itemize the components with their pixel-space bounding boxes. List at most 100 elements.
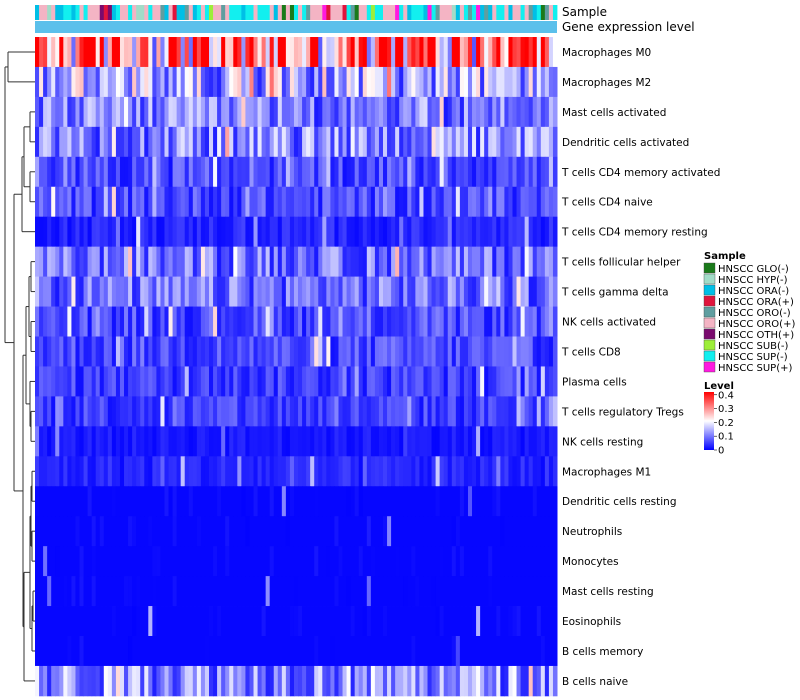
heatmap-cell: [111, 665, 117, 697]
heatmap-cell: [362, 186, 368, 218]
heatmap-cell: [269, 156, 275, 188]
heatmap-cell: [71, 216, 76, 248]
heatmap-cell: [524, 576, 530, 607]
heatmap-cell: [128, 336, 133, 367]
heatmap-cell: [233, 336, 238, 367]
heatmap-cell: [176, 665, 182, 697]
heatmap-cell: [472, 456, 477, 487]
heatmap-cell: [374, 276, 380, 307]
heatmap-cell: [196, 126, 202, 158]
heatmap-cell: [467, 486, 473, 517]
heatmap-cell: [544, 636, 550, 667]
heatmap-cell: [269, 546, 275, 577]
heatmap-cell: [261, 636, 267, 667]
heatmap-cell: [391, 336, 396, 367]
heatmap-cell: [35, 606, 40, 637]
heatmap-cell: [39, 516, 44, 547]
heatmap-cell: [253, 66, 259, 98]
heatmap-cell: [443, 516, 449, 547]
heatmap-cell: [411, 216, 416, 248]
heatmap-cell: [156, 366, 161, 397]
heatmap-cell: [326, 156, 331, 188]
heatmap-cell: [387, 66, 392, 98]
heatmap-cell: [524, 636, 530, 667]
heatmap-cell: [467, 456, 473, 487]
heatmap-cell: [544, 665, 550, 697]
heatmap-cell: [338, 126, 344, 158]
heatmap-cell: [492, 246, 497, 277]
sample-annotation-cell: [532, 5, 538, 20]
heatmap-cell: [548, 246, 554, 277]
sample-annotation-cell: [455, 5, 461, 20]
heatmap-cell: [524, 516, 530, 547]
heatmap-cell: [124, 606, 129, 637]
heatmap-cell: [435, 126, 441, 158]
heatmap-cell: [492, 336, 497, 367]
heatmap-cell: [241, 156, 246, 188]
heatmap-cell: [237, 126, 242, 158]
sample-annotation-cell: [204, 5, 210, 20]
heatmap-cell: [99, 216, 105, 248]
heatmap-cell: [399, 546, 404, 577]
heatmap-cell: [107, 426, 113, 457]
heatmap-cell: [383, 216, 388, 248]
heatmap-cell: [548, 156, 554, 188]
heatmap-cell: [277, 336, 283, 367]
sample-annotation-cell: [395, 5, 400, 20]
heatmap-cell: [512, 516, 518, 547]
heatmap-cell: [160, 606, 165, 637]
heatmap-cell: [500, 126, 505, 158]
heatmap-cell: [391, 636, 396, 667]
heatmap-cell: [213, 66, 218, 98]
heatmap-cell: [512, 126, 518, 158]
heatmap-cell: [176, 336, 182, 367]
heatmap-cell: [548, 636, 554, 667]
heatmap-cell: [439, 606, 445, 637]
heatmap-cell: [395, 186, 400, 218]
heatmap-cell: [488, 126, 493, 158]
heatmap-cell: [516, 96, 522, 128]
heatmap-cell: [480, 606, 485, 637]
heatmap-cell: [467, 636, 473, 667]
heatmap-cell: [132, 126, 137, 158]
heatmap-cell: [188, 636, 194, 667]
heatmap-cell: [439, 486, 445, 517]
heatmap-cell: [463, 156, 469, 188]
heatmap-cell: [342, 606, 348, 637]
heatmap-cell: [184, 66, 190, 98]
heatmap-cell: [245, 576, 250, 607]
heatmap-cell: [188, 665, 194, 697]
heatmap-cell: [184, 37, 190, 68]
heatmap-cell: [504, 126, 509, 158]
heatmap-cell: [399, 306, 404, 337]
heatmap-cell: [338, 546, 344, 577]
heatmap-cell: [241, 456, 246, 487]
heatmap-cell: [261, 156, 267, 188]
heatmap-cell: [378, 366, 384, 397]
heatmap-cell: [35, 276, 40, 307]
heatmap-cell: [387, 396, 392, 427]
heatmap-cell: [548, 366, 554, 397]
heatmap-cell: [245, 366, 250, 397]
heatmap-cell: [119, 546, 125, 577]
heatmap-cell: [451, 546, 457, 577]
heatmap-cell: [310, 126, 315, 158]
heatmap-cell: [289, 66, 295, 98]
row-label: T cells CD4 memory resting: [561, 227, 708, 239]
heatmap-cell: [132, 336, 137, 367]
heatmap-cell: [362, 246, 368, 277]
heatmap-cell: [407, 336, 412, 367]
heatmap-cell: [168, 486, 174, 517]
heatmap-cell: [472, 276, 477, 307]
heatmap-cell: [318, 486, 323, 517]
heatmap-cell: [387, 186, 392, 218]
heatmap-cell: [492, 156, 497, 188]
heatmap-cell: [59, 336, 64, 367]
heatmap-cell: [407, 276, 412, 307]
heatmap-cell: [261, 606, 267, 637]
heatmap-cell: [532, 396, 538, 427]
heatmap-cell: [350, 37, 356, 68]
heatmap-cell: [532, 516, 538, 547]
heatmap-cell: [427, 606, 433, 637]
heatmap-cell: [152, 665, 157, 697]
